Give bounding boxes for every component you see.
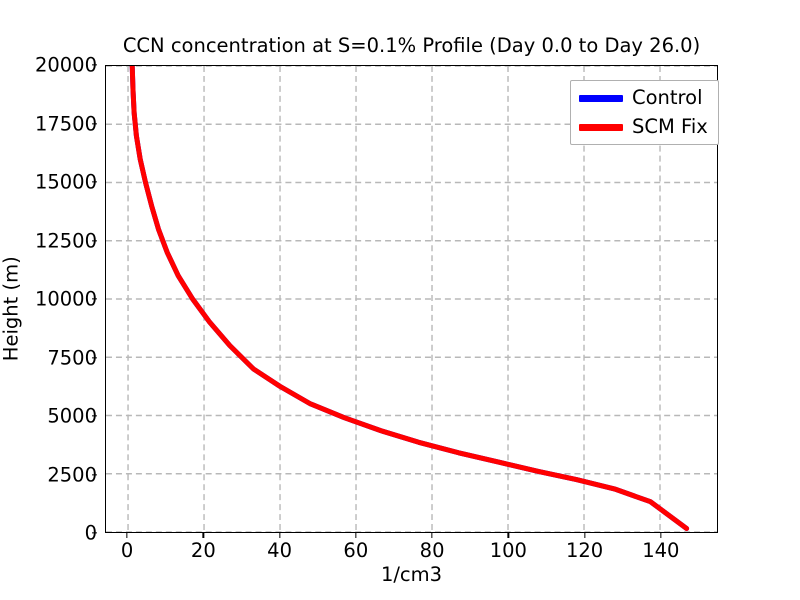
x-tick-mark [278,533,281,538]
x-tick-mark [126,533,128,538]
x-tick-label: 0 [120,539,134,562]
x-axis-ticks: 0 20 40 60 80 100 120 140 [105,533,718,573]
x-tick-mark [431,533,433,538]
y-axis-ticks: 0 2500 5000 7500 10000 12500 15000 17500 20000 [0,55,97,542]
chart-title: CCN concentration at S=0.1% Profile (Day… [122,34,701,57]
y-tick-mark [92,181,97,183]
legend-label: Control [632,86,703,110]
x-tick-mark [583,533,586,538]
y-tick-mark [92,532,97,534]
y-tick-label: 15000 [34,170,97,194]
x-tick-label: 100 [489,539,527,562]
legend-color-swatch [579,123,623,131]
legend-entry: SCM Fix [579,116,708,138]
x-tick-label: 140 [642,539,680,562]
legend: Control SCM Fix [570,80,719,145]
x-axis-label: 1/cm3 [380,563,443,586]
data-curves [129,66,690,531]
y-tick-label: 0 [84,521,97,545]
y-tick-label: 5000 [47,404,97,428]
x-tick-mark [202,533,204,538]
y-tick-mark [92,64,97,66]
x-tick-mark [355,533,357,538]
y-tick-mark [92,122,97,125]
x-tick-mark [660,533,662,538]
y-tick-mark [92,415,97,417]
x-tick-mark [507,533,509,538]
x-tick-label: 80 [419,539,445,562]
y-axis-label: Height (m) [0,256,23,362]
y-tick-mark [92,473,97,476]
legend-label: SCM Fix [632,115,708,139]
series-line-scm-fix [129,66,690,531]
y-tick-label: 2500 [47,462,97,486]
x-tick-label: 20 [190,539,216,562]
y-tick-label: 7500 [47,345,97,369]
y-tick-mark [92,239,97,242]
legend-color-swatch [579,94,623,102]
x-tick-label: 40 [267,539,293,562]
y-tick-label: 12500 [34,228,97,252]
x-tick-label: 120 [565,539,604,562]
y-tick-label: 17500 [34,111,97,135]
legend-entry: Control [579,87,708,109]
x-tick-label: 60 [343,539,369,562]
grid-lines [106,66,717,532]
y-tick-label: 20000 [34,53,97,77]
y-tick-mark [92,356,97,359]
y-tick-label: 10000 [34,287,97,311]
y-tick-mark [92,298,97,300]
